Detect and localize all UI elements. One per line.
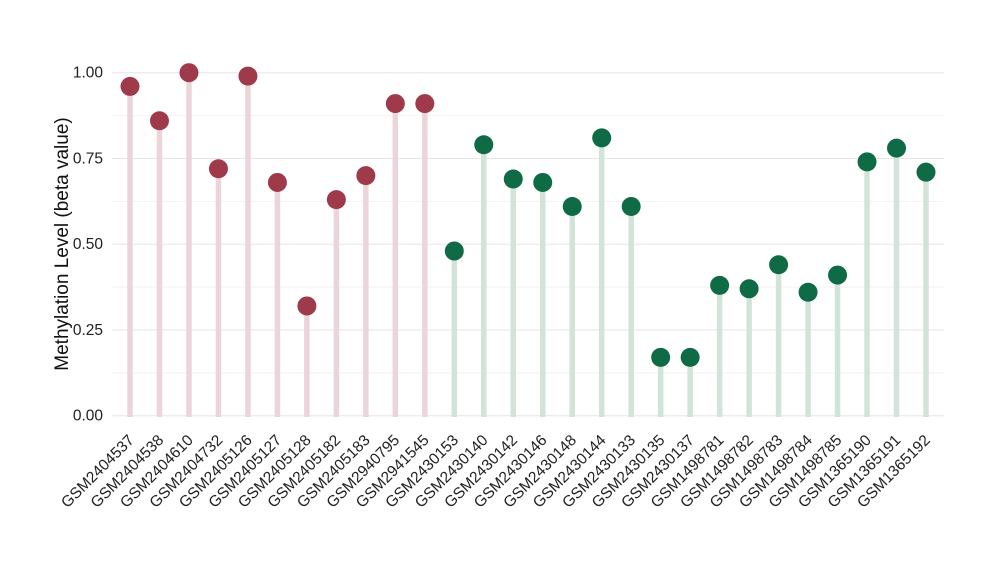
lollipop-dot (769, 255, 789, 275)
lollipop-dot (592, 128, 612, 148)
lollipop-dot (562, 196, 582, 216)
lollipop-dot (503, 169, 523, 189)
lollipop-dot (857, 152, 877, 172)
lollipop-dot (120, 76, 140, 96)
lollipop-dot (267, 172, 287, 192)
lollipop-dot (680, 347, 700, 367)
lollipop-dot (739, 279, 759, 299)
lollipop-dot (208, 159, 228, 179)
lollipop-dot (533, 172, 553, 192)
lollipop-dot (710, 275, 730, 295)
lollipop-dot (651, 347, 671, 367)
lollipop-dot (415, 94, 435, 114)
y-tick-label: 0.75 (73, 150, 103, 167)
lollipop-dot (621, 196, 641, 216)
y-tick-label: 0.50 (73, 236, 104, 253)
lollipop-dot (798, 282, 818, 302)
lollipop-dot (297, 296, 317, 316)
lollipop-dot (238, 66, 258, 86)
y-tick-label: 1.00 (73, 65, 104, 82)
y-tick-label: 0.00 (73, 408, 104, 425)
plot-area: 0.000.250.500.751.00GSM2404537GSM2404538… (58, 63, 944, 511)
lollipop-dot (385, 94, 405, 114)
y-tick-label: 0.25 (73, 322, 103, 339)
lollipop-dot (916, 162, 936, 182)
lollipop-dot (356, 166, 376, 186)
lollipop-dot (444, 241, 464, 261)
lollipop-dot (326, 190, 346, 210)
lollipop-dot (887, 138, 907, 158)
lollipop-dot (149, 111, 169, 131)
lollipop-dot (828, 265, 848, 285)
y-axis-title: Methylation Level (beta value) (52, 117, 73, 370)
lollipop-dot (474, 135, 494, 155)
lollipop-dot (179, 63, 199, 83)
